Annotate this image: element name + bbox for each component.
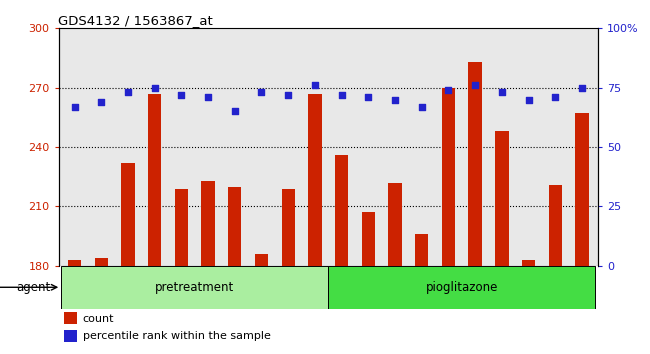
Bar [328, 266, 595, 309]
Bar [122, 163, 135, 266]
Bar [308, 93, 322, 266]
Point [417, 104, 427, 109]
Bar [335, 155, 348, 266]
Text: pretreatment: pretreatment [155, 281, 235, 294]
Bar [94, 258, 108, 266]
Bar [388, 183, 402, 266]
Bar [469, 62, 482, 266]
Point [256, 90, 266, 95]
Text: pioglitazone: pioglitazone [426, 281, 498, 294]
Bar [575, 113, 589, 266]
Bar [361, 212, 375, 266]
Bar [415, 234, 428, 266]
Bar [61, 266, 328, 309]
Point [176, 92, 187, 98]
Bar [255, 254, 268, 266]
Point [309, 82, 320, 88]
Text: percentile rank within the sample: percentile rank within the sample [83, 331, 270, 341]
Point [150, 85, 160, 91]
Bar [281, 189, 295, 266]
Bar [64, 330, 77, 342]
Bar [228, 187, 241, 266]
Point [577, 85, 587, 91]
Point [470, 82, 480, 88]
Point [523, 97, 534, 102]
Point [363, 94, 374, 100]
Bar [148, 93, 161, 266]
Bar [64, 312, 77, 324]
Text: count: count [83, 314, 114, 324]
Bar [202, 181, 214, 266]
Bar [549, 184, 562, 266]
Bar [495, 131, 508, 266]
Point [337, 92, 347, 98]
Text: GDS4132 / 1563867_at: GDS4132 / 1563867_at [58, 14, 213, 27]
Bar [522, 260, 535, 266]
Point [550, 94, 560, 100]
Point [283, 92, 293, 98]
Point [203, 94, 213, 100]
Point [123, 90, 133, 95]
Point [497, 90, 507, 95]
Point [443, 87, 454, 93]
Point [390, 97, 400, 102]
Bar [68, 260, 81, 266]
Point [229, 109, 240, 114]
Bar [442, 88, 455, 266]
Text: agent: agent [16, 281, 50, 294]
Point [96, 99, 107, 105]
Bar [175, 189, 188, 266]
Point [70, 104, 80, 109]
